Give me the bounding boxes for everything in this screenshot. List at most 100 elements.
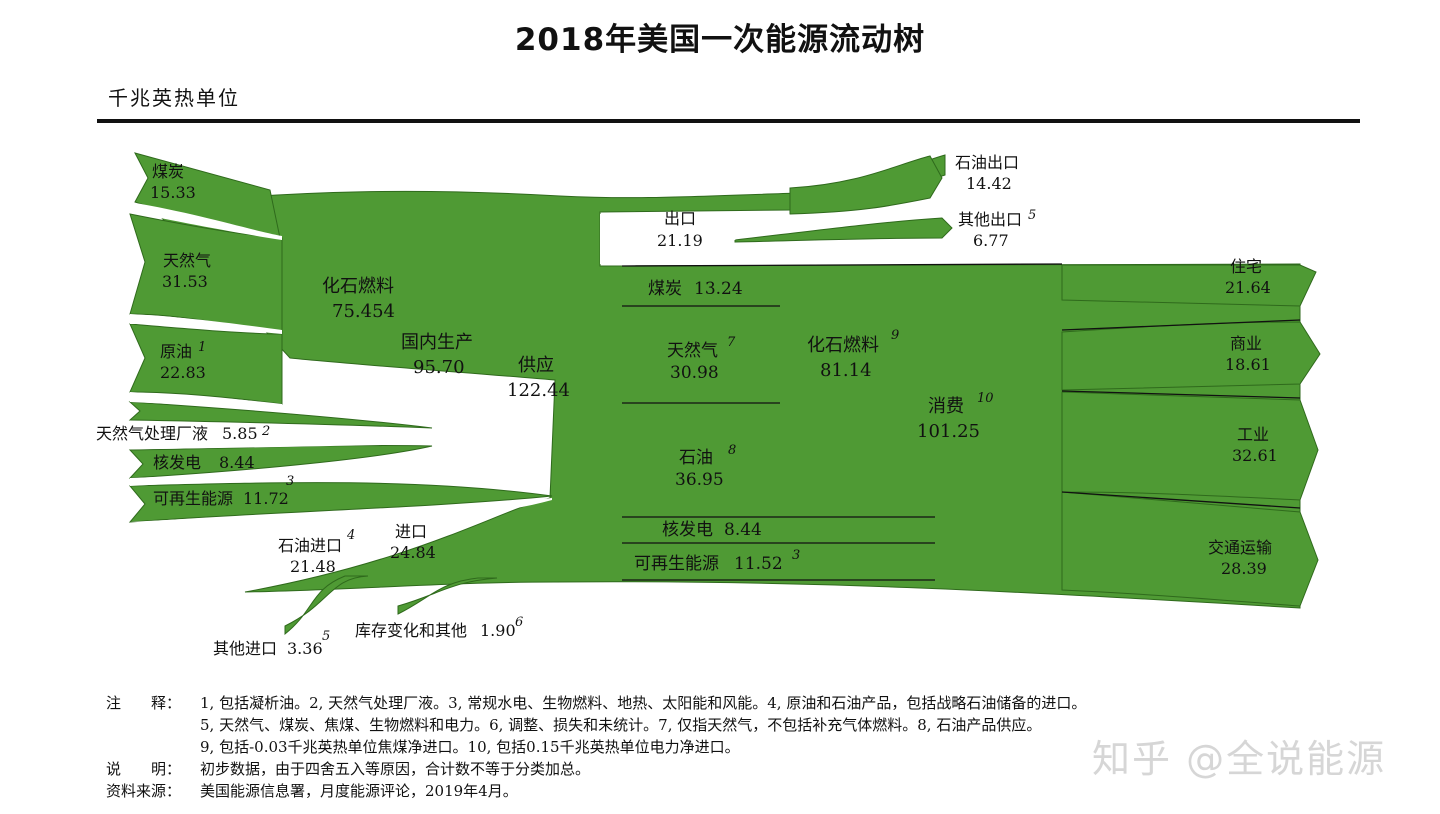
label-ngpl-note: 2 [261, 424, 270, 439]
notes-block: 注 释： 1, 包括凝析油。2, 天然气处理厂液。3, 常规水电、生物燃料、地热、… [106, 692, 1086, 802]
label-commercial-value: 18.61 [1225, 355, 1271, 374]
explanation-line: 说 明： 初步数据，由于四舍五入等原因，合计数不等于分类加总。 [106, 758, 1086, 780]
label-cons-coal-value: 13.24 [694, 279, 743, 299]
label-oil-exports-name: 石油出口 [955, 153, 1019, 172]
label-supply-name: 供应 [518, 355, 554, 376]
label-fossil-name: 化石燃料 [322, 276, 394, 297]
label-cons-fossil-value: 81.14 [820, 360, 872, 381]
label-oil-imports-note: 4 [346, 528, 355, 543]
label-coal-name: 煤炭 [152, 162, 184, 181]
divider-com-ind [1061, 390, 1301, 399]
gap-oil-ngpl [130, 392, 282, 408]
note-text-1: 1, 包括凝析油。2, 天然气处理厂液。3, 常规水电、生物燃料、地热、太阳能和… [200, 694, 1087, 712]
divider-exports [621, 263, 1063, 267]
label-ngpl-value: 5.85 [222, 424, 258, 443]
label-oil-imports-value: 21.48 [290, 557, 336, 576]
note-line-2: 5, 天然气、煤炭、焦煤、生物燃料和电力。6, 调整、损失和未统计。7, 仅指天… [106, 714, 1086, 736]
label-cons-fossil-name: 化石燃料 [807, 335, 879, 356]
label-cons-renewable-value: 11.52 [734, 554, 783, 574]
flow-other-exports [734, 217, 953, 243]
label-other-exports-name: 其他出口 [958, 210, 1022, 229]
gap-coal-gas [130, 202, 282, 240]
notes-label: 注 释： [106, 694, 182, 712]
label-industrial-value: 32.61 [1232, 446, 1278, 465]
unit-label: 千兆英热单位 [108, 86, 240, 110]
gap-exports [600, 214, 790, 264]
flow-oil-exports [789, 155, 943, 215]
label-renewable-value: 11.72 [243, 489, 289, 508]
label-stock-change-name: 库存变化和其他 [355, 621, 467, 640]
flow-other-imports [284, 575, 369, 636]
label-nuclear-value: 8.44 [219, 453, 255, 472]
label-consumption-note: 10 [977, 391, 994, 406]
label-renewable-name: 可再生能源 [153, 489, 233, 508]
label-exports-value: 21.19 [657, 231, 703, 250]
flow-renewable-input [128, 482, 553, 523]
note-text-3: 9, 包括-0.03千兆英热单位焦煤净进口。10, 包括0.15千兆英热单位电力… [200, 738, 740, 756]
label-industrial-name: 工业 [1237, 425, 1269, 444]
label-cons-renewable-note: 3 [792, 548, 800, 563]
label-stock-change-value: 1.90 [480, 621, 516, 640]
note-line-1: 注 释： 1, 包括凝析油。2, 天然气处理厂液。3, 常规水电、生物燃料、地热、… [106, 692, 1086, 714]
flow-main-body [148, 154, 1301, 609]
label-cons-nuclear-value: 8.44 [724, 520, 762, 540]
gap-ngpl-nuclear [90, 420, 432, 450]
label-ngpl-name: 天然气处理厂液 [96, 424, 208, 443]
source-label: 资料来源： [106, 782, 182, 800]
label-cons-oil-value: 36.95 [675, 470, 724, 490]
label-consumption-name: 消费 [928, 396, 964, 417]
gap-renewable-imports [130, 498, 552, 522]
label-nuclear-name: 核发电 [153, 453, 201, 472]
label-cons-nuclear-name: 核发电 [662, 520, 713, 540]
label-transportation-name: 交通运输 [1208, 538, 1272, 557]
label-cons-gas-name: 天然气 [667, 341, 718, 361]
divider-ind-trans [1061, 491, 1301, 509]
gap-nuclear-renewable [130, 456, 432, 486]
flow-residential-output [1061, 264, 1317, 307]
flow-crude-oil-input [129, 323, 283, 405]
label-commercial-name: 商业 [1230, 334, 1262, 353]
label-cons-oil-note: 8 [728, 443, 736, 458]
label-transportation-value: 28.39 [1221, 559, 1267, 578]
flow-transportation-output [1061, 491, 1319, 607]
flow-stock-change [397, 577, 498, 615]
flow-commercial-output [1061, 321, 1321, 391]
label-cons-renewable-name: 可再生能源 [634, 554, 719, 574]
explanation-text: 初步数据，由于四舍五入等原因，合计数不等于分类加总。 [200, 760, 591, 778]
header-rule [97, 119, 1360, 123]
label-cons-fossil-note: 9 [891, 328, 899, 343]
label-residential-name: 住宅 [1230, 257, 1262, 276]
label-other-imports-note: 5 [322, 629, 330, 644]
label-supply-value: 122.44 [507, 380, 570, 401]
label-other-imports-name: 其他进口 [213, 639, 277, 658]
label-crude-oil-value: 22.83 [160, 363, 206, 382]
label-crude-oil-note: 1 [198, 340, 206, 355]
flow-industrial-output [1061, 391, 1319, 501]
label-other-exports-value: 6.77 [973, 231, 1009, 250]
label-other-imports-value: 3.36 [287, 639, 323, 658]
label-natural-gas-value: 31.53 [162, 272, 208, 291]
label-natural-gas-name: 天然气 [163, 251, 211, 270]
label-oil-imports-name: 石油进口 [278, 536, 342, 555]
label-cons-gas-value: 30.98 [670, 363, 719, 383]
label-cons-oil-name: 石油 [679, 448, 713, 468]
flow-ngpl-input [128, 401, 433, 429]
note-text-2: 5, 天然气、煤炭、焦煤、生物燃料和电力。6, 调整、损失和未统计。7, 仅指天… [200, 716, 1042, 734]
label-cons-gas-note: 7 [727, 335, 736, 350]
gap-gas-oil [130, 314, 282, 334]
label-coal-value: 15.33 [150, 183, 196, 202]
label-crude-oil-name: 原油 [160, 342, 192, 361]
label-oil-exports-value: 14.42 [966, 174, 1012, 193]
label-stock-change-note: 6 [515, 615, 523, 630]
label-imports-value: 24.84 [390, 543, 436, 562]
divider-res-com [1061, 319, 1301, 331]
label-consumption-value: 101.25 [917, 421, 980, 442]
watermark: 知乎 @全说能源 [1092, 737, 1387, 781]
note-line-3: 9, 包括-0.03千兆英热单位焦煤净进口。10, 包括0.15千兆英热单位电力… [106, 736, 1086, 758]
label-residential-value: 21.64 [1225, 278, 1271, 297]
page-title: 2018年美国一次能源流动树 [514, 22, 926, 58]
label-cons-coal-name: 煤炭 [648, 279, 682, 299]
label-other-exports-note: 5 [1028, 208, 1036, 223]
explanation-label: 说 明： [106, 760, 182, 778]
